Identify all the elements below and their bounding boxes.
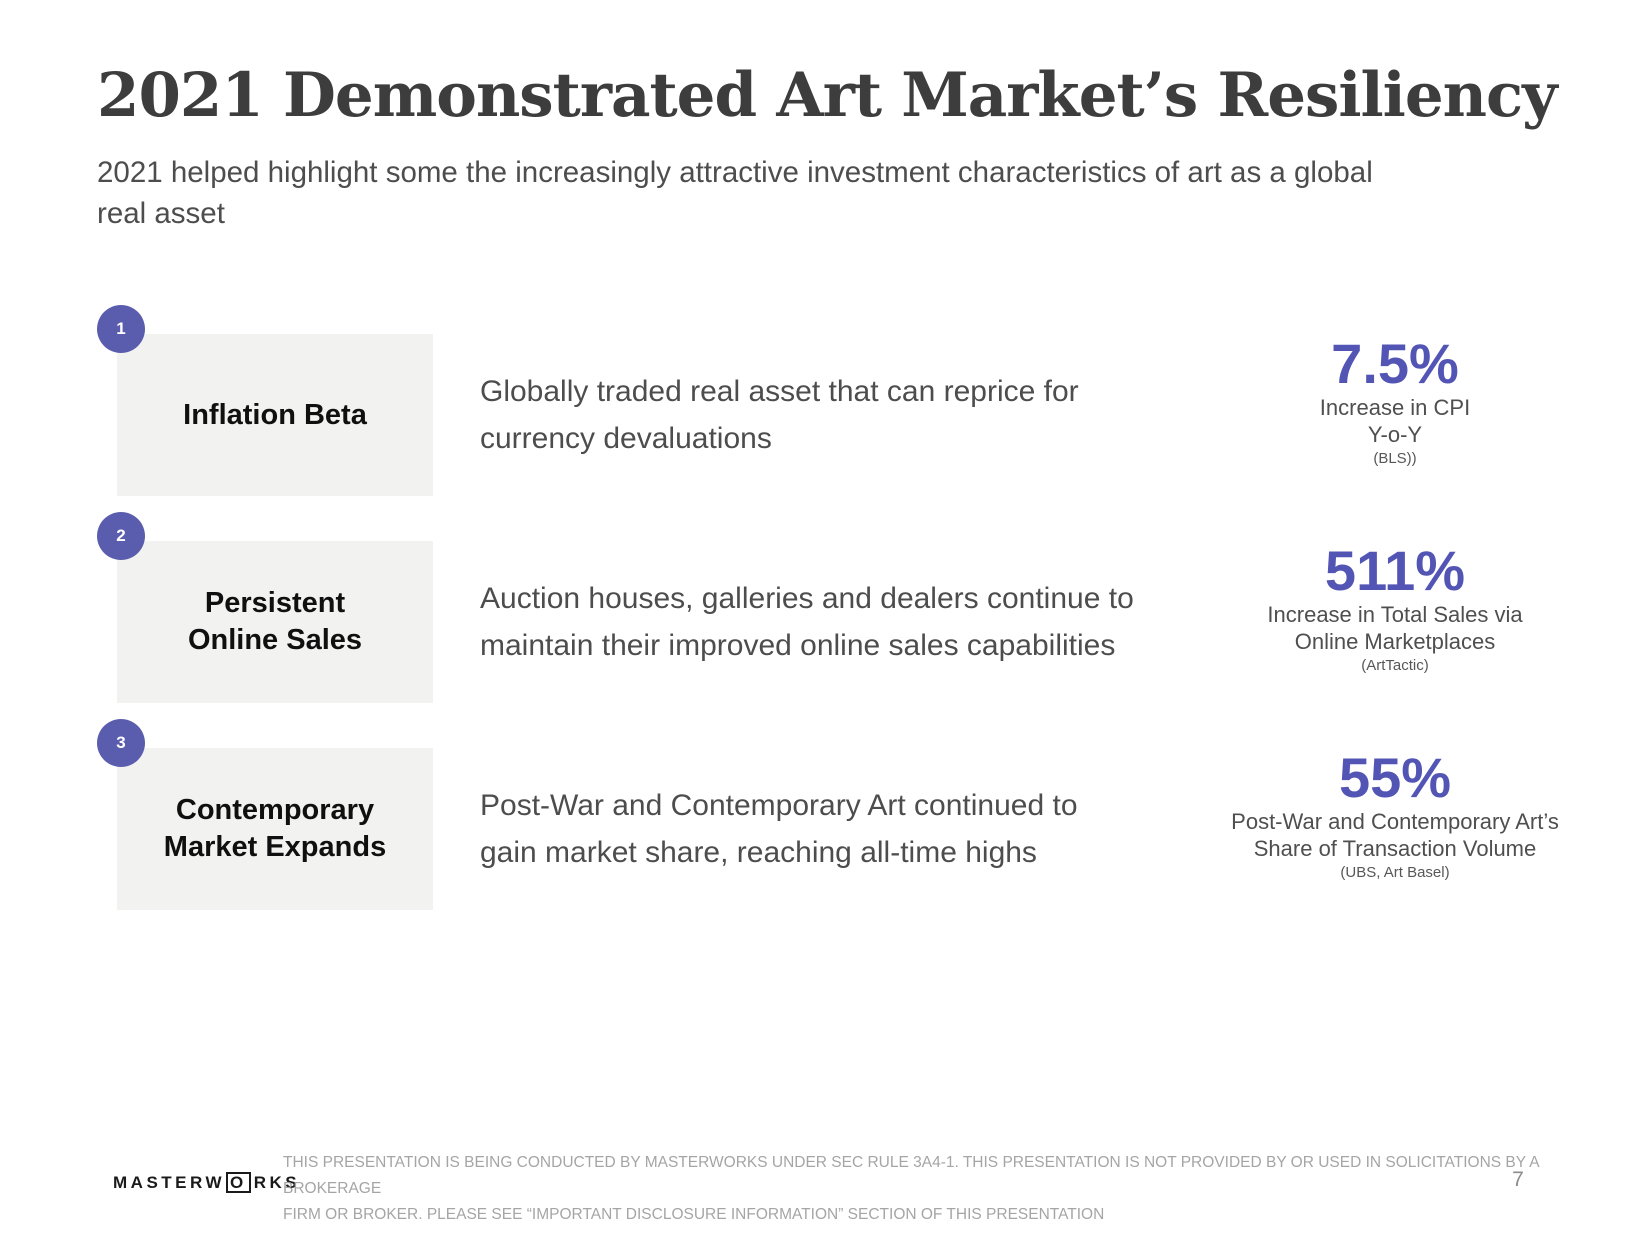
stat-caption-line: Online Marketplaces <box>1294 629 1496 654</box>
feature-description-line: currency devaluations <box>480 422 772 455</box>
step-number: 3 <box>116 733 126 752</box>
feature-keybox: 3 Contemporary Market Expands <box>97 719 433 910</box>
stat-caption-line: Post-War and Contemporary Art’s <box>1231 809 1559 834</box>
feature-description: Auction houses, galleries and dealers co… <box>480 541 1180 703</box>
feature-description-line: Auction houses, galleries and dealers co… <box>480 582 1134 615</box>
disclaimer: THIS PRESENTATION IS BEING CONDUCTED BY … <box>283 1150 1613 1228</box>
feature-row-inflation-beta: 1 Inflation Beta Globally traded real as… <box>0 305 1647 496</box>
stat-source: (BLS)) <box>1373 450 1417 467</box>
stat-caption-line: Share of Transaction Volume <box>1253 836 1537 861</box>
feature-label-line: Market Expands <box>163 831 387 863</box>
page-title: 2021 Demonstrated Art Market’s Resilienc… <box>97 60 1558 131</box>
logo-o-mark: O <box>226 1172 251 1193</box>
stat-caption-line: Y-o-Y <box>1367 422 1423 447</box>
step-badge: 2 <box>97 512 145 560</box>
feature-description-line: maintain their improved online sales cap… <box>480 629 1116 662</box>
feature-label-line: Inflation Beta <box>183 398 367 431</box>
step-number: 2 <box>116 526 126 545</box>
feature-stat: 511% Increase in Total Sales via Online … <box>1190 541 1600 703</box>
stat-value: 55% <box>1338 746 1452 809</box>
stat-source: (ArtTactic) <box>1361 657 1429 674</box>
feature-description-line: Globally traded real asset that can repr… <box>480 375 1079 408</box>
logo-text-left: MASTERW <box>113 1173 226 1192</box>
masterworks-logo: MASTERW O RKS <box>113 1172 300 1193</box>
feature-row-persistent-online-sales: 2 Persistent Online Sales Auction houses… <box>0 512 1647 703</box>
feature-description: Globally traded real asset that can repr… <box>480 334 1180 496</box>
stat-caption-line: Increase in Total Sales via <box>1267 602 1523 627</box>
page-number: 7 <box>1512 1168 1524 1191</box>
feature-description-line: Post-War and Contemporary Art continued … <box>480 789 1078 822</box>
stat-value: 511% <box>1324 539 1466 602</box>
stat-caption-line: Increase in CPI <box>1319 395 1471 420</box>
feature-stat: 55% Post-War and Contemporary Art’s Shar… <box>1190 748 1600 910</box>
stat-source: (UBS, Art Basel) <box>1340 864 1450 881</box>
feature-label-line: Contemporary <box>175 794 375 826</box>
disclaimer-line: THIS PRESENTATION IS BEING CONDUCTED BY … <box>283 1154 1539 1197</box>
stat-value: 7.5% <box>1331 332 1459 395</box>
page-subtitle-line: real asset <box>97 197 225 230</box>
feature-stat: 7.5% Increase in CPI Y-o-Y (BLS)) <box>1190 334 1600 496</box>
step-badge: 3 <box>97 719 145 767</box>
logo-text-right: RKS <box>253 1173 301 1192</box>
step-number: 1 <box>116 319 126 338</box>
feature-label-line: Online Sales <box>187 624 363 656</box>
feature-row-contemporary-market-expands: 3 Contemporary Market Expands Post-War a… <box>0 719 1647 910</box>
step-badge: 1 <box>97 305 145 353</box>
page-subtitle-line: 2021 helped highlight some the increasin… <box>97 156 1373 189</box>
feature-description-line: gain market share, reaching all-time hig… <box>480 836 1037 869</box>
feature-label-line: Persistent <box>204 587 346 619</box>
feature-keybox: 2 Persistent Online Sales <box>97 512 433 703</box>
feature-description: Post-War and Contemporary Art continued … <box>480 748 1180 910</box>
page-subtitle: 2021 helped highlight some the increasin… <box>97 152 1373 234</box>
disclaimer-line: FIRM OR BROKER. PLEASE SEE “IMPORTANT DI… <box>283 1206 1105 1223</box>
feature-keybox: 1 Inflation Beta <box>97 305 433 496</box>
